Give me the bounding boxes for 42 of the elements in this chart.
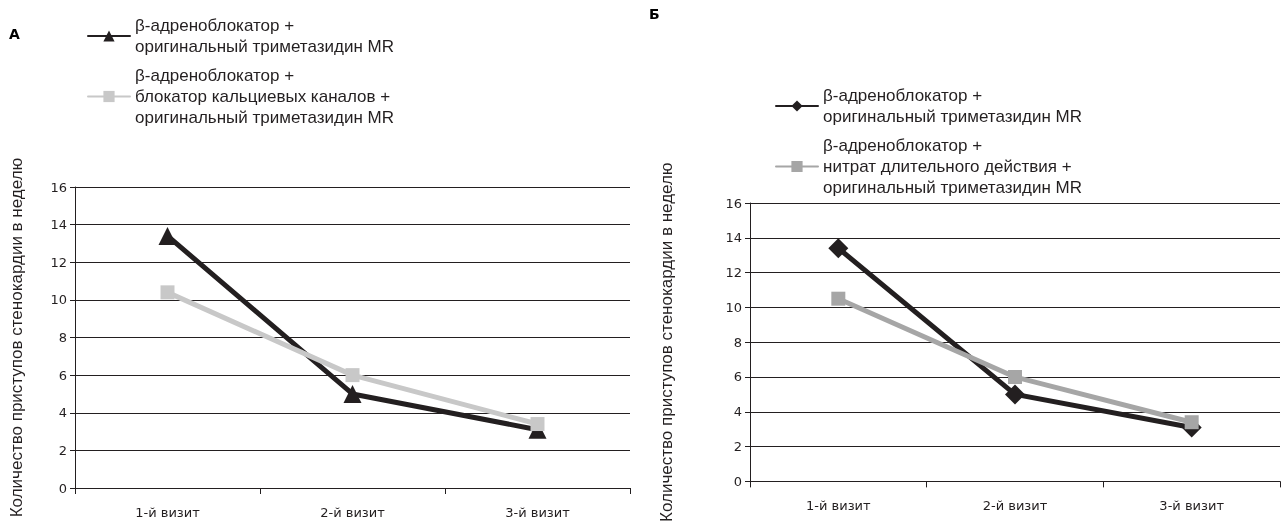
x-tick-label: 2-й визит [320,505,386,520]
point [160,285,175,300]
legend-label: β-адреноблокатор + нитрат длительного действия + оригинальный триметазидин MR [823,136,1082,197]
y-tick-label: 8 [58,330,67,345]
chart-title: Б [649,6,660,22]
x-tick-label: 1-й визит [806,498,872,514]
y-tick-label: 6 [58,367,67,383]
legend-label: β-адреноблокатор + блокатор кальциевых каналов + оригинальный триметазидин MR [135,66,394,127]
y-tick-label: 0 [58,480,67,496]
y-tick-label: 16 [50,179,67,195]
point [1184,415,1199,430]
y-axis-title: Количество приступов стенокардии в неделю [657,162,676,522]
y-tick-label: 14 [725,230,742,246]
legend-label: β-адреноблокатор + оригинальный триметазидин MR [135,16,394,56]
point [530,417,545,432]
point [1008,369,1022,384]
y-tick-label: 16 [725,195,742,211]
y-tick-label: 4 [733,404,742,420]
y-tick-label: 14 [50,217,67,233]
x-tick-label: 1-й визит [135,505,201,520]
point [831,291,846,306]
legend-label: β-адреноблокатор + оригинальный триметазидин MR [823,86,1082,126]
point [343,384,362,403]
y-tick-label: 2 [733,439,742,455]
y-tick-label: 10 [50,292,67,308]
y-tick-label: 6 [733,369,742,385]
x-tick-label: 2-й визит [982,498,1048,514]
point [158,226,177,245]
point [828,238,849,259]
y-tick-label: 12 [725,265,742,281]
y-tick-label: 4 [58,405,67,421]
x-tick-label: 3-й визит [1159,498,1225,514]
y-tick-label: 8 [733,334,742,350]
x-tick-label: 3-й визит [505,505,571,520]
point [1005,384,1025,405]
y-tick-label: 10 [725,299,742,315]
chart-title: А [9,26,20,42]
y-tick-label: 12 [50,254,67,270]
y-tick-label: 2 [58,442,67,458]
point [345,368,360,383]
y-tick-label: 0 [733,473,742,489]
y-axis-title: Количество приступов стенокардии в неделю [7,157,26,518]
